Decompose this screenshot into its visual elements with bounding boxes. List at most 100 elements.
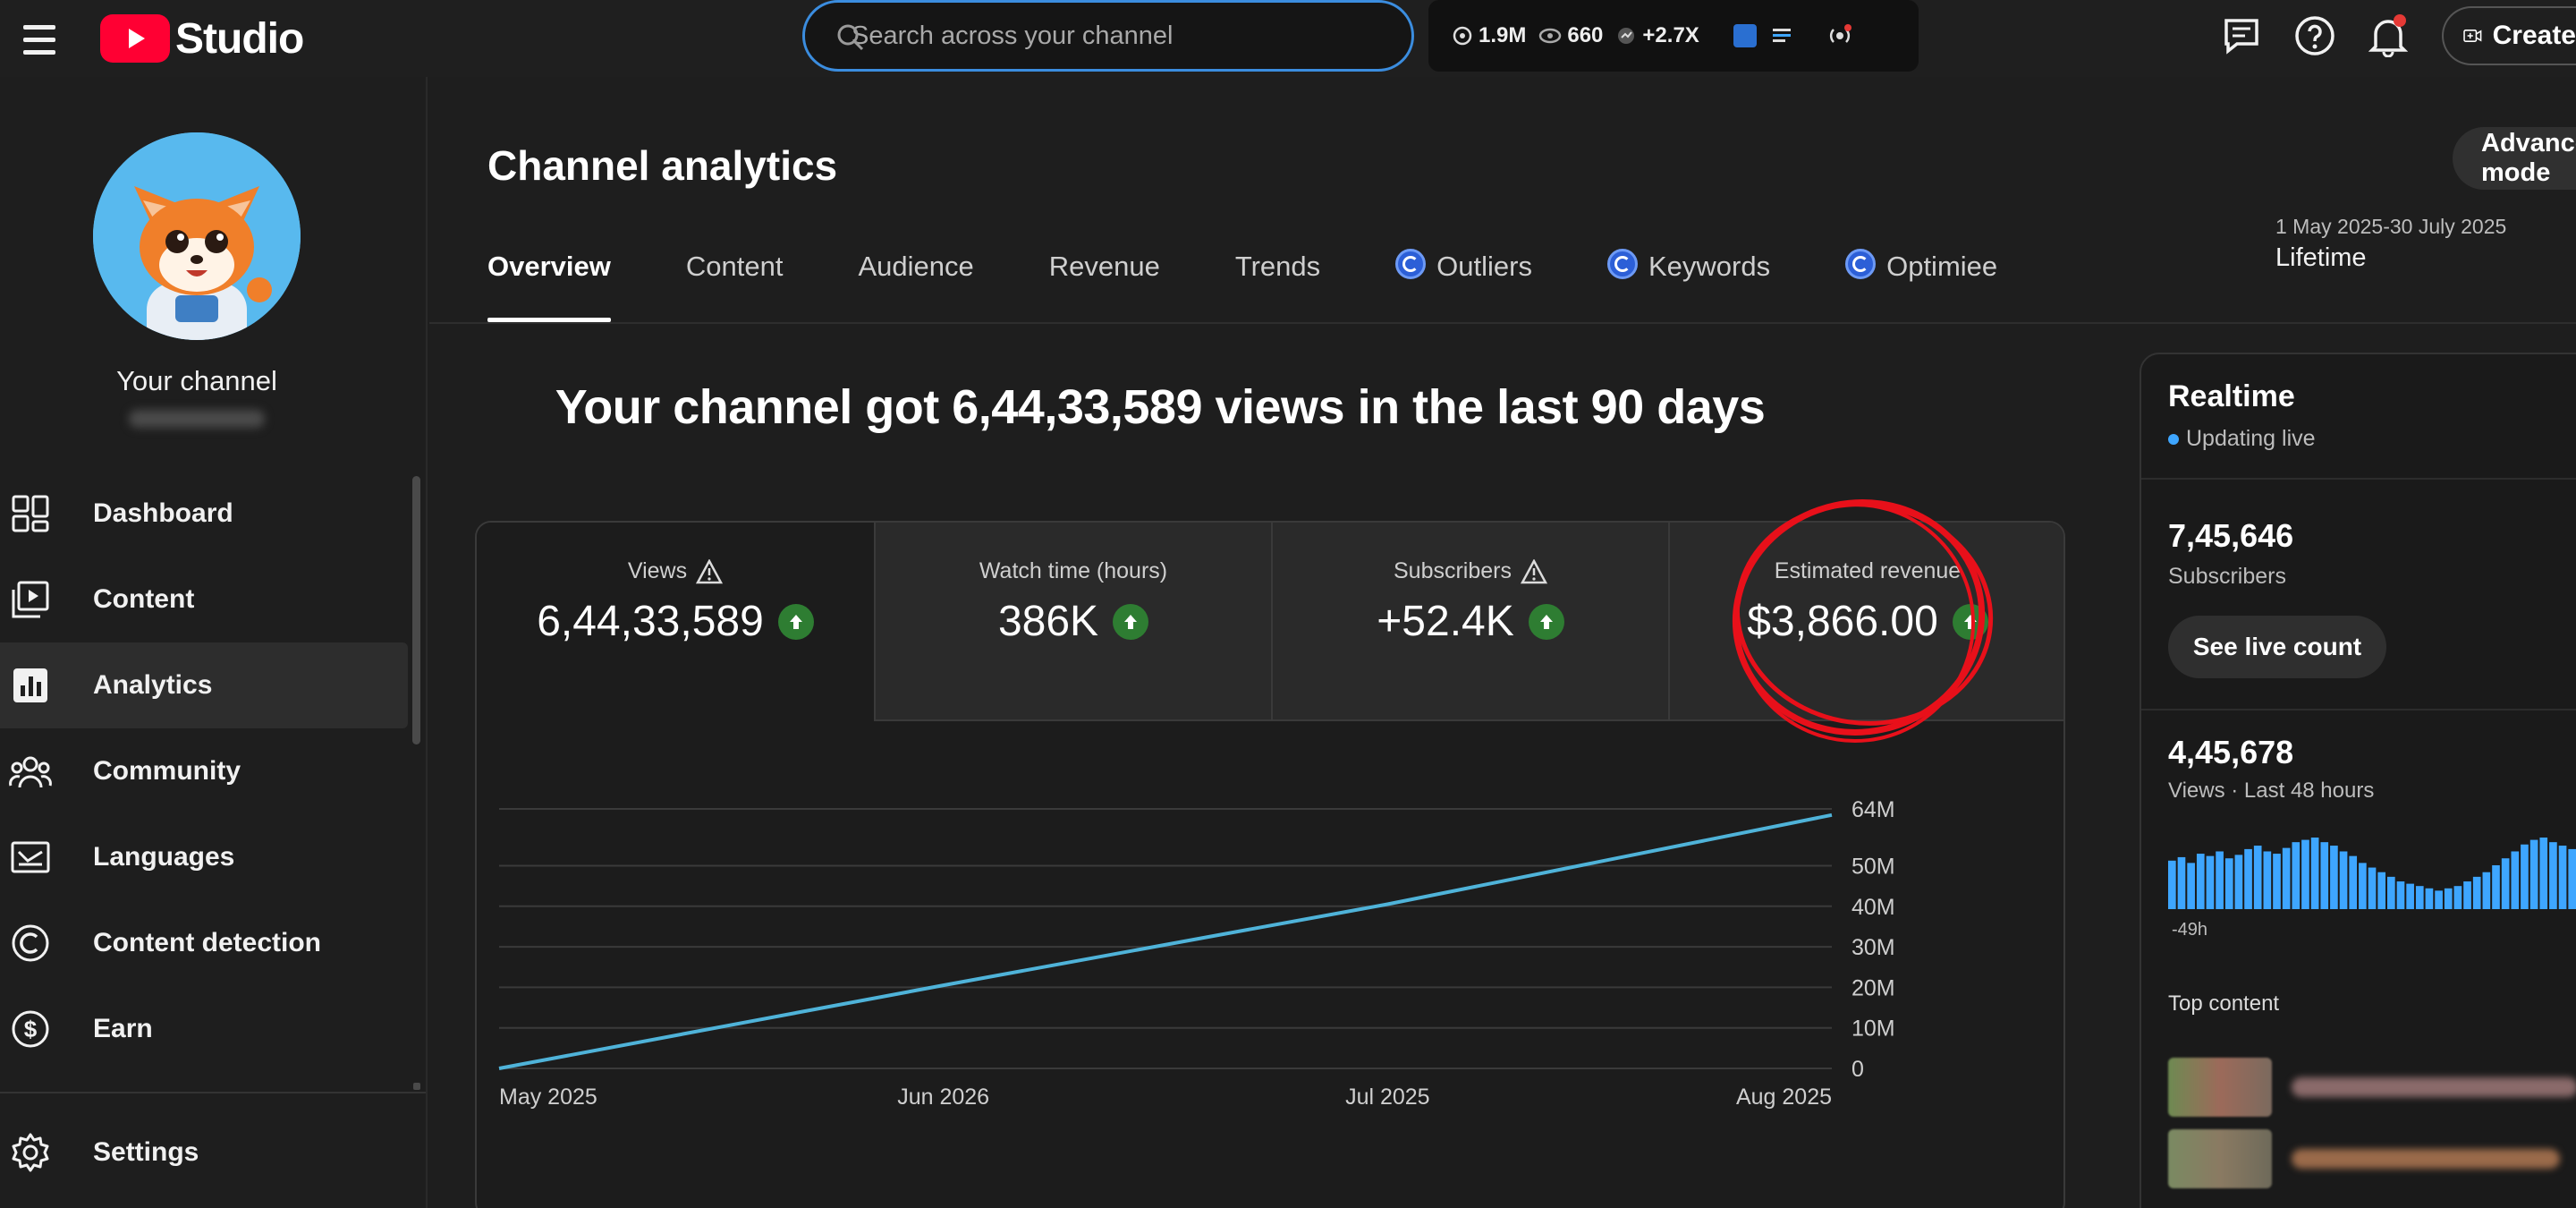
metric-value-text: 386K — [997, 598, 1099, 645]
dashboard-icon — [9, 492, 52, 535]
date-range[interactable]: 1 May 2025-30 July 2025 — [2275, 215, 2507, 238]
top-content-label: Top content — [2168, 991, 2280, 1016]
sidebar-item-dashboard[interactable]: Dashboard — [0, 471, 408, 557]
sidebar-item-earn[interactable]: $ Earn — [0, 986, 408, 1072]
analytics-tabs: Overview Content Audience Revenue Trends… — [487, 249, 2072, 322]
trend-up-icon — [1113, 603, 1149, 640]
advanced-mode-button[interactable]: Advanced mode — [2453, 127, 2576, 190]
studio-logo[interactable]: Studio — [100, 9, 304, 68]
notification-dot — [2394, 14, 2406, 27]
tab-content[interactable]: Content — [686, 251, 784, 322]
sidebar-item-label: Languages — [93, 842, 235, 872]
sidebar-nav: Dashboard Content Analytics Community — [0, 471, 426, 1195]
metric-views[interactable]: Views 6,44,33,589 — [477, 523, 874, 721]
sidebar-item-analytics[interactable]: Analytics — [0, 642, 408, 728]
channel-avatar[interactable] — [93, 132, 301, 340]
metric-subscribers[interactable]: Subscribers +52.4K — [1271, 523, 1668, 721]
tab-keywords[interactable]: Keywords — [1606, 249, 1770, 322]
realtime-bar — [2435, 890, 2443, 909]
realtime-bar — [2425, 888, 2434, 909]
create-button[interactable]: Create — [2442, 6, 2576, 65]
channel-stats-pill[interactable]: 1.9M 660 +2.7X — [1428, 0, 1919, 72]
feedback-icon[interactable] — [2213, 7, 2270, 64]
hamburger-menu-icon[interactable] — [14, 14, 64, 64]
channel-name-blurred — [129, 410, 265, 428]
date-period[interactable]: Lifetime — [2275, 243, 2367, 272]
realtime-divider — [2141, 709, 2576, 710]
views-line-chart[interactable]: 64M 50M 40M 30M 20M 10M 0 May 2025 Jun 2026 Jul 2… — [495, 791, 2051, 1203]
page-title: Channel analytics — [487, 142, 838, 189]
top-bar: Studio 1.9M 660 +2.7X — [0, 0, 2576, 77]
top-content-item[interactable] — [2168, 1127, 2576, 1190]
x-tick-label: Aug 2025 — [1736, 1085, 1832, 1110]
tab-label: Audience — [858, 251, 974, 282]
realtime-bar — [2301, 839, 2309, 909]
tab-optimize[interactable]: Optimiee — [1845, 249, 1998, 322]
stat-reach: 1.9M — [1452, 23, 1526, 48]
youtube-play-icon — [100, 14, 170, 63]
sidebar-item-label: Dashboard — [93, 498, 233, 528]
realtime-bar — [2558, 846, 2567, 909]
sidebar-scroll-arrow[interactable] — [413, 1083, 420, 1090]
metric-label: Subscribers — [1394, 558, 1547, 584]
stat-reach-value: 1.9M — [1479, 23, 1527, 47]
tab-overview[interactable]: Overview — [487, 251, 611, 322]
sidebar-item-community[interactable]: Community — [0, 728, 408, 814]
realtime-bar — [2387, 876, 2395, 909]
x-tick-label: Jul 2025 — [1345, 1085, 1430, 1110]
sidebar-item-content[interactable]: Content — [0, 557, 408, 642]
realtime-bar — [2244, 848, 2252, 909]
list-icon[interactable] — [1769, 23, 1794, 48]
search-bar[interactable] — [802, 0, 1414, 72]
broadcast-icon[interactable] — [1826, 22, 1853, 49]
metric-estimated-revenue[interactable]: Estimated revenue $3,866.00 — [1668, 523, 2063, 721]
realtime-bar — [2339, 851, 2348, 909]
realtime-bar — [2453, 886, 2462, 909]
tab-audience[interactable]: Audience — [858, 251, 973, 322]
trend-up-icon — [777, 603, 814, 640]
realtime-bar — [2330, 846, 2338, 909]
metric-value: 386K — [997, 597, 1149, 646]
realtime-bar — [2273, 854, 2281, 909]
metric-label: Estimated revenue — [1775, 558, 1961, 584]
metric-watch-time[interactable]: Watch time (hours) 386K — [874, 523, 1271, 721]
tabs-divider — [429, 322, 2576, 324]
see-live-count-button[interactable]: See live count — [2168, 616, 2386, 678]
content-icon — [9, 578, 52, 621]
realtime-bar — [2501, 858, 2510, 909]
metric-label-text: Estimated revenue — [1774, 558, 1962, 583]
realtime-bar — [2521, 844, 2529, 909]
realtime-bar-chart[interactable] — [2168, 820, 2576, 909]
tab-trends[interactable]: Trends — [1235, 251, 1320, 322]
analytics-icon — [9, 664, 52, 707]
realtime-bar — [2177, 856, 2186, 909]
your-channel-label[interactable]: Your channel — [116, 365, 277, 396]
tab-outliers[interactable]: Outliers — [1395, 249, 1532, 322]
sidebar-item-languages[interactable]: Languages — [0, 814, 408, 900]
sidebar-item-settings[interactable]: Settings — [0, 1110, 408, 1195]
realtime-bar — [2415, 886, 2424, 909]
realtime-bar — [2396, 881, 2405, 909]
content-detection-icon — [9, 922, 52, 965]
realtime-bar — [2359, 863, 2367, 909]
realtime-bar — [2263, 851, 2272, 909]
tab-revenue[interactable]: Revenue — [1049, 251, 1160, 322]
top-content-item[interactable] — [2168, 1056, 2576, 1119]
metric-label-text: Watch time (hours) — [979, 558, 1168, 583]
realtime-title: Realtime — [2168, 379, 2295, 413]
y-tick-label: 64M — [1852, 797, 1895, 822]
search-input[interactable] — [852, 21, 1352, 51]
camera-icon[interactable] — [1733, 24, 1757, 47]
realtime-bar — [2253, 846, 2262, 909]
realtime-bar — [2206, 855, 2215, 909]
warning-icon — [696, 558, 724, 583]
sidebar-scrollbar[interactable] — [412, 476, 420, 744]
extension-badge-icon — [1395, 249, 1427, 279]
help-icon[interactable] — [2286, 7, 2343, 64]
metric-tabs: Views 6,44,33,589 Watch time (hours) 386… — [477, 523, 2063, 721]
realtime-bar — [2349, 855, 2358, 909]
notifications-bell-icon[interactable] — [2360, 7, 2417, 64]
sidebar-item-content-detection[interactable]: Content detection — [0, 900, 408, 986]
tab-label: Optimiee — [1886, 251, 1998, 282]
series-line-views[interactable] — [498, 812, 1833, 1070]
